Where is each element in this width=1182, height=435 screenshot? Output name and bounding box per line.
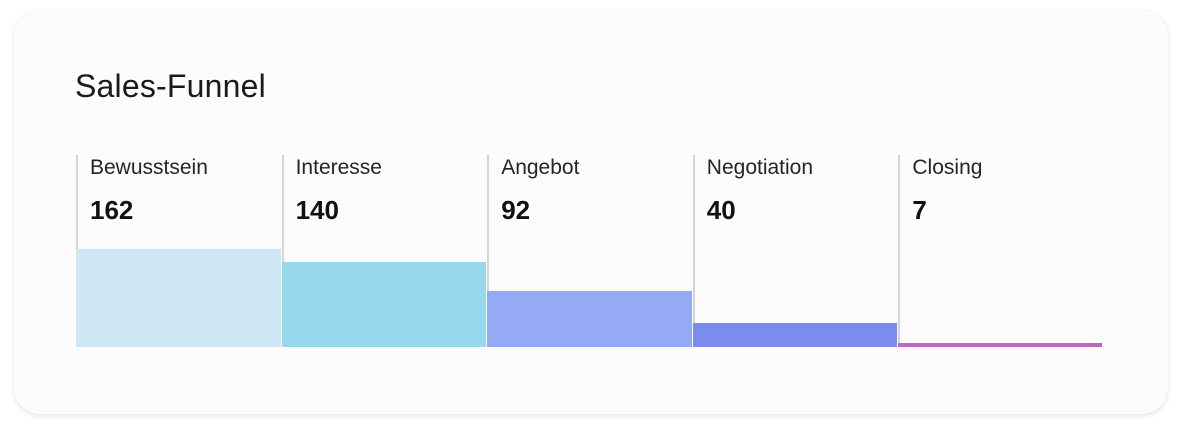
funnel-stage: Closing 7 xyxy=(898,155,1104,347)
stage-divider xyxy=(692,155,695,347)
sales-funnel-card: Sales-Funnel Bewusstsein 162 Interesse 140 A… xyxy=(14,10,1168,414)
stage-value: 92 xyxy=(501,195,531,225)
card-title: Sales-Funnel xyxy=(75,68,266,104)
stage-divider xyxy=(281,155,284,347)
stage-divider xyxy=(487,155,490,347)
funnel-bar xyxy=(281,262,487,347)
stage-divider xyxy=(898,155,901,347)
funnel-bar xyxy=(898,343,1102,347)
stage-value: 140 xyxy=(295,195,339,225)
funnel-bar xyxy=(487,291,692,347)
stage-value: 7 xyxy=(912,195,927,225)
funnel-stage: Interesse 140 xyxy=(281,155,488,347)
funnel-bar xyxy=(692,323,898,347)
funnel-stage: Angebot 92 xyxy=(487,155,693,347)
stage-value: 162 xyxy=(90,195,134,225)
funnel-stage: Bewusstsein 162 xyxy=(76,155,282,347)
stage-label: Negotiation xyxy=(706,156,814,179)
funnel-bar xyxy=(76,249,281,347)
stage-label: Bewusstsein xyxy=(90,156,208,179)
funnel-chart: Bewusstsein 162 Interesse 140 Angebot 92 Negot… xyxy=(76,155,1104,347)
stage-label: Interesse xyxy=(295,156,382,179)
stage-label: Closing xyxy=(912,156,983,179)
stage-value: 40 xyxy=(706,195,736,225)
funnel-stage: Negotiation 40 xyxy=(692,155,899,347)
stage-label: Angebot xyxy=(501,156,580,179)
